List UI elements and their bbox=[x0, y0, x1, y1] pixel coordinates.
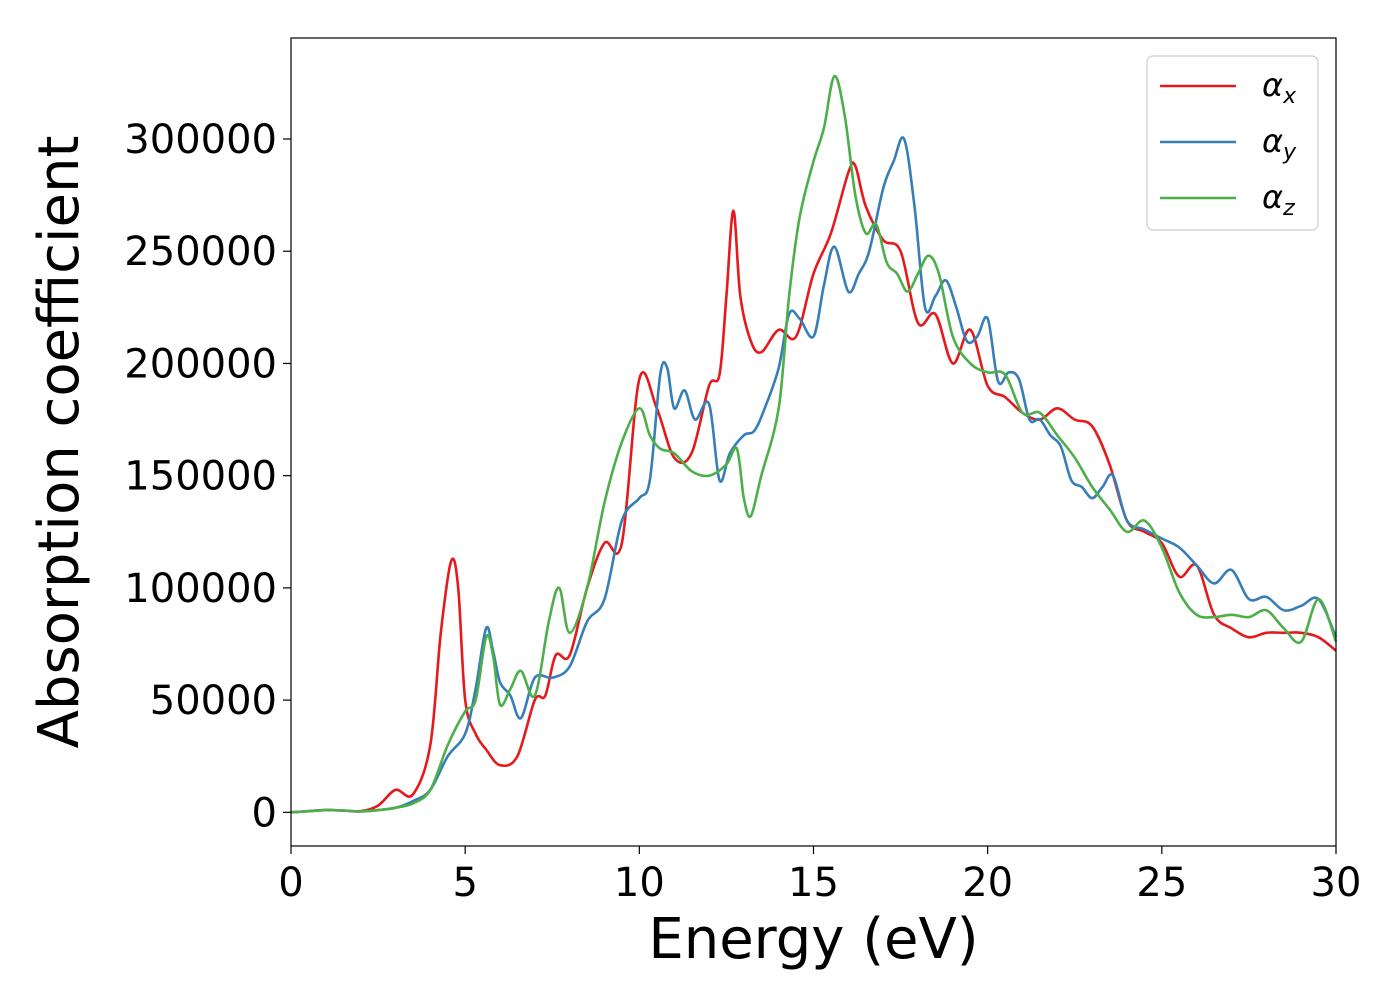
series-layer bbox=[290, 74, 1338, 814]
legend-label-z: αz bbox=[1262, 178, 1295, 221]
y-axis-label: Absorption coefficient bbox=[27, 136, 92, 749]
y-tick-label: 200000 bbox=[124, 341, 277, 387]
series-line-y bbox=[290, 136, 1338, 814]
legend: αx αy αz bbox=[1146, 55, 1319, 231]
y-tick-label: 50000 bbox=[150, 678, 277, 724]
series-line-z bbox=[290, 74, 1338, 814]
x-tick-label: 0 bbox=[278, 860, 303, 906]
x-tick-label: 25 bbox=[1136, 860, 1187, 906]
legend-label-y: αy bbox=[1262, 122, 1297, 165]
x-axis-ticks: 0 5 10 15 20 25 30 bbox=[278, 846, 1361, 906]
legend-label-x: αx bbox=[1262, 66, 1297, 109]
y-tick-label: 150000 bbox=[124, 454, 277, 500]
y-axis-ticks: 0 50000 100000 150000 200000 250000 300000 bbox=[124, 117, 291, 836]
x-tick-label: 10 bbox=[614, 860, 665, 906]
x-axis-label: Energy (eV) bbox=[648, 907, 978, 972]
y-tick-label: 300000 bbox=[124, 117, 277, 163]
y-tick-label: 100000 bbox=[124, 566, 277, 612]
y-tick-label: 0 bbox=[252, 790, 277, 836]
y-tick-label: 250000 bbox=[124, 229, 277, 275]
x-tick-label: 20 bbox=[962, 860, 1013, 906]
x-tick-label: 30 bbox=[1311, 860, 1362, 906]
x-tick-label: 15 bbox=[788, 860, 839, 906]
x-tick-label: 5 bbox=[452, 860, 477, 906]
